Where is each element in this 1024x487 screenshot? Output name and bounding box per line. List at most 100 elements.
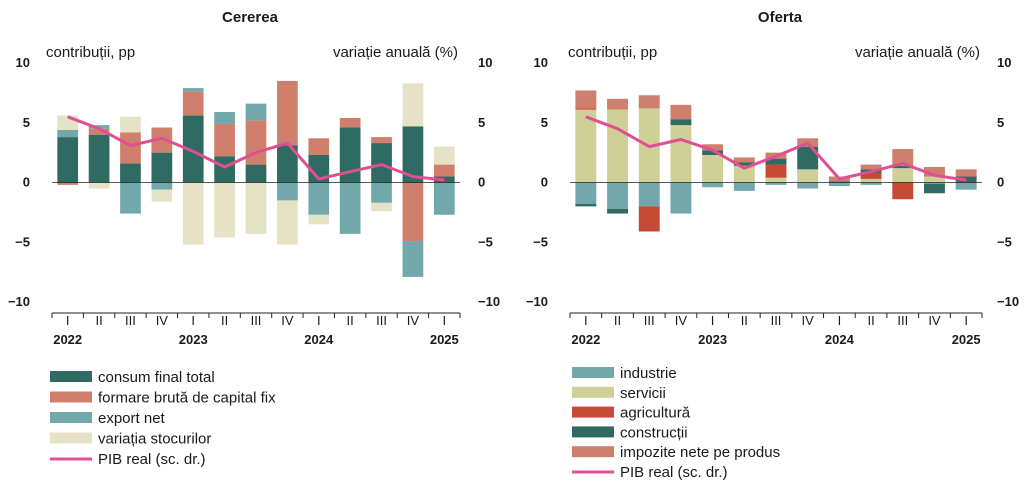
x-tick-label-quarter-cererea: I [442, 313, 446, 328]
bar-cererea-formare [182, 91, 204, 116]
x-tick-label-quarter-cererea: II [95, 313, 102, 328]
bar-oferta-servicii [765, 177, 787, 183]
legend-label-formare: formare brută de capital fix [98, 390, 276, 407]
x-tick-label-year-cererea: 2022 [53, 332, 82, 347]
x-tick-label-quarter-oferta: II [867, 313, 874, 328]
bar-cererea-consum [308, 155, 330, 183]
bar-cererea-export [402, 241, 424, 277]
bar-cererea-export [308, 182, 330, 215]
bar-oferta-impozite [924, 166, 945, 177]
bar-oferta-industrie [575, 182, 597, 205]
bar-cererea-consum [339, 127, 361, 183]
bar-oferta-industrie [638, 182, 660, 207]
y-tick-left-oferta: 0 [541, 175, 548, 190]
bar-cererea-consum [88, 134, 110, 183]
x-tick-label-quarter-cererea: IV [281, 313, 294, 328]
bar-cererea-export [120, 182, 141, 214]
y-tick-right-oferta: 5 [997, 115, 1004, 130]
bar-oferta-servicii [733, 165, 755, 183]
left-axis-label-cererea: contribuții, pp [46, 44, 135, 61]
legend-swatch-constructii [572, 426, 614, 438]
bar-cererea-formare [308, 138, 330, 156]
bar-oferta-industrie [828, 182, 850, 187]
bar-cererea-stocuri [308, 214, 330, 225]
bar-oferta-servicii [797, 169, 819, 183]
legend-label-agricultura: agricultură [620, 405, 691, 422]
bar-oferta-impozite [892, 149, 914, 166]
x-tick-label-quarter-cererea: I [317, 313, 321, 328]
bar-oferta-agricultura [860, 172, 882, 179]
y-tick-left-cererea: 0 [23, 175, 30, 190]
legend-swatch-export [50, 412, 92, 423]
bar-oferta-industrie [733, 182, 755, 191]
y-tick-right-oferta: −5 [997, 234, 1012, 249]
bar-cererea-stocuri [151, 189, 173, 202]
y-tick-left-oferta: −5 [533, 234, 548, 249]
bar-oferta-industrie [765, 182, 787, 185]
x-tick-label-quarter-oferta: IV [928, 313, 941, 328]
bar-cererea-stocuri [182, 182, 204, 245]
bar-cererea-formare [120, 132, 141, 164]
bar-cererea-consum [402, 126, 424, 183]
y-tick-right-cererea: −5 [478, 234, 493, 249]
bar-cererea-export [245, 103, 267, 121]
right-axis-label-cererea: variație anuală (%) [333, 44, 458, 61]
bar-oferta-constructii [575, 204, 597, 207]
bar-oferta-impozite [638, 95, 660, 109]
y-tick-left-cererea: 5 [23, 115, 30, 130]
bar-oferta-industrie [670, 182, 692, 214]
y-tick-left-cererea: −10 [8, 294, 30, 309]
bar-oferta-industrie [860, 182, 882, 185]
legend-cererea: consum final total formare brută de capit… [50, 369, 276, 468]
bar-oferta-constructii [607, 208, 628, 214]
bar-oferta-industrie [955, 182, 977, 190]
x-tick-label-year-oferta: 2025 [952, 332, 981, 347]
bar-cererea-stocuri [88, 182, 110, 189]
bar-oferta-servicii [702, 155, 724, 183]
legend-label-export: export net [98, 410, 166, 427]
bar-cererea-export [339, 182, 361, 234]
x-tick-label-year-oferta: 2024 [825, 332, 855, 347]
bar-oferta-constructii [765, 158, 787, 165]
x-tick-label-quarter-cererea: IV [407, 313, 420, 328]
y-tick-left-oferta: 5 [541, 115, 548, 130]
bar-oferta-servicii [924, 176, 945, 183]
bar-cererea-consum [277, 145, 298, 183]
x-tick-label-year-cererea: 2025 [430, 332, 459, 347]
bar-cererea-formare [339, 117, 361, 128]
bar-oferta-constructii [924, 183, 945, 194]
bar-cererea-formare [57, 182, 79, 185]
legend-label-industrie: industrie [620, 365, 677, 382]
y-tick-left-oferta: −10 [526, 294, 548, 309]
bar-oferta-agricultura [765, 164, 787, 178]
bar-oferta-impozite [733, 157, 755, 163]
bar-oferta-constructii [797, 146, 819, 170]
bar-cererea-formare [371, 137, 392, 144]
legend-label-stocuri: variația stocurilor [98, 431, 211, 448]
bar-cererea-export [57, 129, 79, 138]
bar-oferta-constructii [892, 165, 914, 169]
x-tick-label-year-cererea: 2023 [179, 332, 208, 347]
bar-oferta-industrie [797, 182, 819, 189]
series-line-pib-cererea [67, 115, 445, 182]
bar-oferta-industrie [702, 182, 724, 188]
bar-cererea-stocuri [402, 83, 424, 127]
bar-cererea-stocuri [371, 202, 392, 212]
x-tick-label-quarter-cererea: I [191, 313, 195, 328]
bar-cererea-export [214, 111, 235, 124]
bar-cererea-formare [151, 127, 173, 153]
chart-cererea: Cererea contribuții, pp variație anuală … [8, 9, 500, 468]
x-tick-label-quarter-cererea: II [347, 313, 354, 328]
bar-cererea-export [151, 182, 173, 190]
x-tick-label-year-oferta: 2022 [571, 332, 600, 347]
bar-oferta-constructii [828, 181, 850, 183]
bar-oferta-impozite [955, 169, 977, 177]
bar-cererea-stocuri [120, 116, 141, 133]
legend-label-pib: PIB real (sc. dr.) [620, 464, 728, 481]
x-tick-label-quarter-cererea: IV [156, 313, 169, 328]
x-tick-label-quarter-oferta: I [964, 313, 968, 328]
x-tick-label-year-cererea: 2024 [304, 332, 334, 347]
bar-cererea-stocuri [277, 200, 298, 245]
legend-swatch-impozite [572, 446, 614, 458]
